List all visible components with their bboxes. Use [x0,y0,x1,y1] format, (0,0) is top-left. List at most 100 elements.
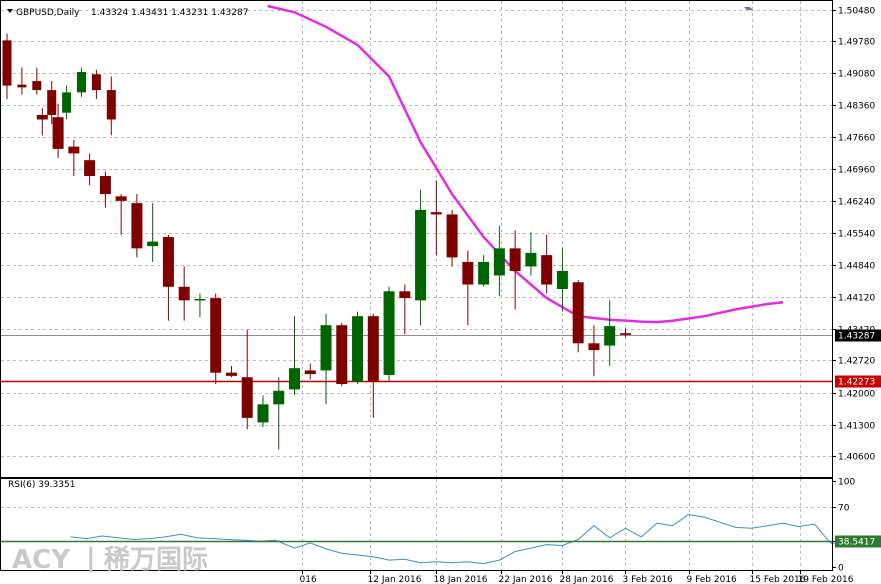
candle-bear[interactable] [47,81,57,125]
candle-body [162,237,174,287]
candle-bull[interactable] [383,286,395,382]
candle-body [77,72,86,93]
candle-bull[interactable] [62,85,72,120]
price-tick-label: 1.40600 [838,453,875,463]
price-tick-label: 1.42720 [838,357,875,367]
candle-bull[interactable] [194,293,206,318]
candle-body [68,146,80,154]
candle-bear[interactable] [162,234,174,321]
candle-body [36,114,48,120]
grid-main [1,1,832,477]
candle-bear[interactable] [36,108,48,136]
candle-bear[interactable] [210,293,222,384]
candle-bear[interactable] [32,67,42,95]
candle-bear[interactable] [399,284,411,335]
candle-body [493,248,505,276]
brand-watermark: ACY | 稀万国际 [12,543,208,575]
rsi-badge-label: 38.5417 [838,538,875,548]
candle-body [147,241,159,247]
candle-bear[interactable] [178,266,190,321]
candle-bear[interactable] [304,363,316,380]
rsi-tick-label: 70 [838,504,850,514]
candle-body [399,291,411,299]
candle-body [84,160,96,177]
candle-bear[interactable] [115,194,127,235]
candle-bear[interactable] [52,103,64,158]
candle-bear[interactable] [367,313,379,418]
candle-body [99,176,111,195]
price-tick-label: 1.48360 [838,102,875,112]
candle-body [225,372,237,376]
candle-bull[interactable] [525,232,537,276]
candle-bear[interactable] [541,234,553,294]
candle-body [106,90,116,120]
ohlc-label: 1.43324 1.43431 1.43231 1.43287 [91,8,248,18]
candle-bear[interactable] [619,328,631,338]
candle-bull[interactable] [493,225,505,296]
candle-bear[interactable] [446,209,458,267]
candle-bear[interactable] [68,139,80,177]
candle-body [509,248,521,271]
candle-body [178,286,190,301]
price-tick-label: 1.44840 [838,262,875,272]
candle-bull[interactable] [320,313,332,405]
candle-bear[interactable] [225,365,237,378]
candle-bull[interactable] [478,255,490,287]
candle-body [383,291,395,375]
candle-body [525,252,537,267]
candle-body [32,81,42,91]
candles-layer [2,33,631,450]
rsi-tick-label: 100 [838,478,855,488]
candle-body [304,370,316,375]
time-tick-label: 22 Jan 2016 [499,575,553,584]
candle-body [320,325,332,371]
candle-body [430,212,442,215]
price-axis: 1.50480 1.49780 1.49080 1.48360 1.47660 1.469… [832,7,881,463]
candle-body [446,214,458,258]
scroll-marker-icon[interactable] [744,7,753,10]
candle-body [289,368,300,390]
time-tick-label: 15 Feb 2016 [750,575,806,584]
candle-bull[interactable] [147,203,159,262]
candle-bull[interactable] [77,67,86,97]
candle-body [604,326,616,346]
candle-bear[interactable] [430,180,442,256]
price-tick-label: 1.46960 [838,166,875,176]
candle-bear[interactable] [99,171,111,208]
candle-bear[interactable] [241,329,253,430]
candle-bear[interactable] [84,153,96,186]
candle-bull[interactable] [604,300,616,366]
candle-bear[interactable] [106,76,116,136]
candle-bull[interactable] [352,311,364,384]
candle-bull[interactable] [257,395,269,427]
candle-bear[interactable] [131,194,143,258]
candle-bull[interactable] [273,377,285,450]
price-tick-label: 1.47660 [838,134,875,144]
candle-bear[interactable] [17,67,27,95]
candle-body [62,92,72,113]
candle-body [336,325,348,384]
rsi-badge-bg [835,535,881,548]
time-axis: 016 12 Jan 2016 18 Jan 2016 22 Jan 2016 28 J… [300,570,854,584]
support-badge-bg [835,375,881,388]
candle-body [17,84,27,88]
candle-bull[interactable] [556,248,568,312]
candle-bear[interactable] [572,280,584,353]
rsi-title: RSI(6) 39.3351 [8,480,75,490]
candle-body [556,270,568,290]
moving-average-layer [267,4,784,324]
candle-bull[interactable] [289,316,300,396]
candle-bear[interactable] [588,325,600,377]
candle-bear[interactable] [462,250,474,326]
candle-body [257,404,269,423]
candle-bear[interactable] [91,69,101,100]
candle-bear[interactable] [2,33,12,100]
candle-bull[interactable] [415,189,427,326]
current-price-badge-bg [835,329,881,342]
candle-bear[interactable] [336,322,348,387]
header-dropdown-icon[interactable] [7,9,13,13]
symbol-label: GBPUSD,Daily [16,8,80,18]
candle-body [91,74,101,91]
candle-bear[interactable] [509,230,521,310]
